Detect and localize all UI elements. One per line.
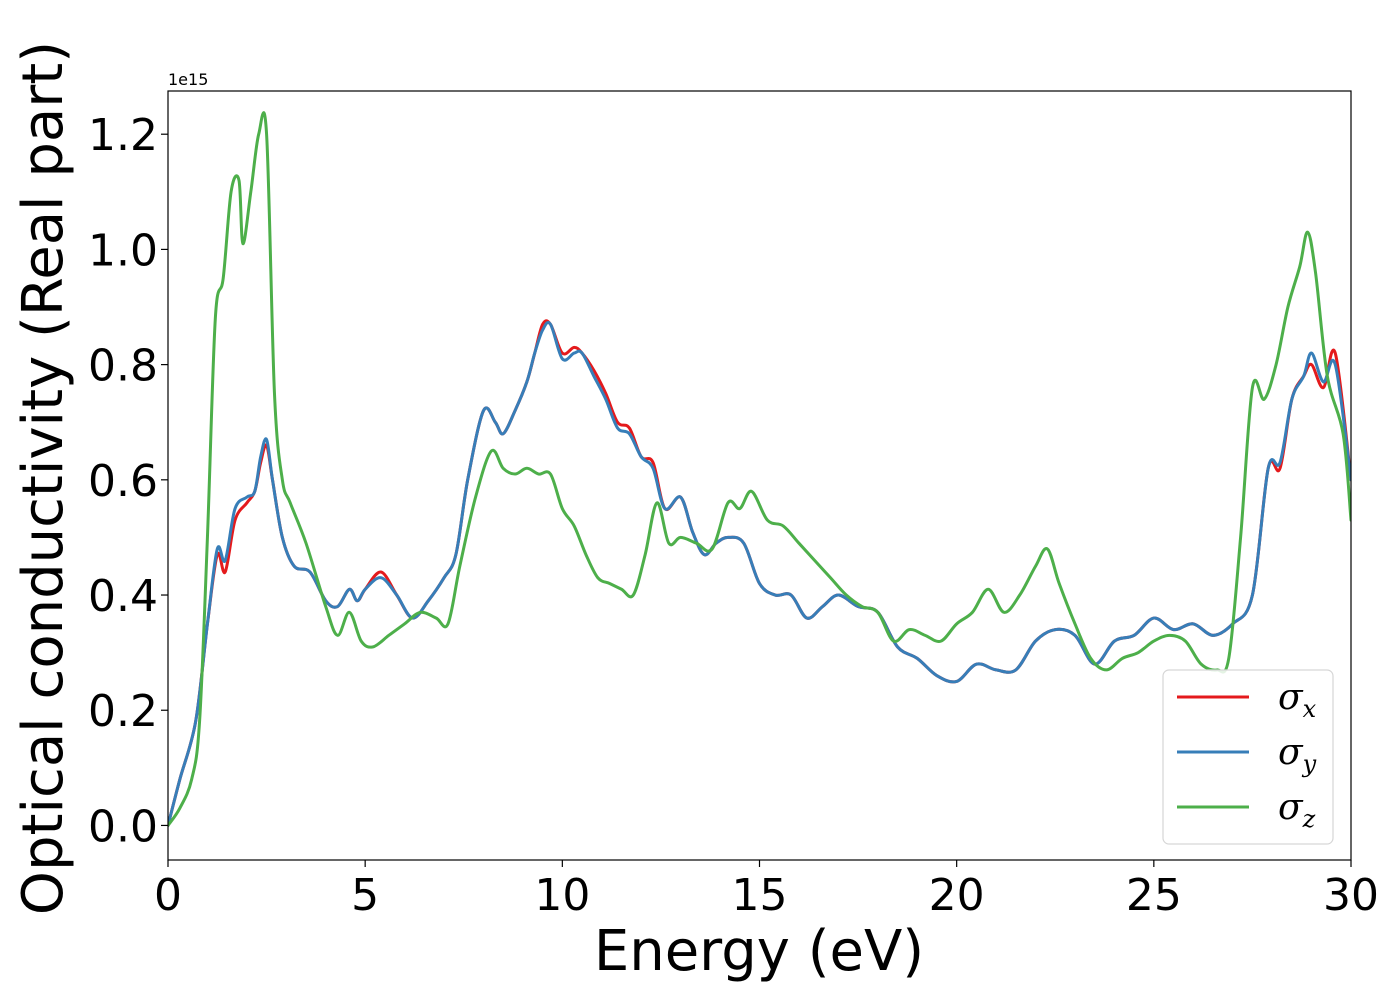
y-tick-label: 0.2 xyxy=(88,686,158,737)
y-offset-label: 1e15 xyxy=(168,70,208,89)
y-tick-label: 0.6 xyxy=(88,456,158,507)
x-tick-label: 20 xyxy=(929,870,985,921)
y-tick-label: 0.0 xyxy=(88,801,158,852)
x-tick-label: 10 xyxy=(534,870,590,921)
plot-area xyxy=(168,91,1351,860)
legend-box xyxy=(1162,669,1334,845)
y-tick-label: 1.0 xyxy=(88,225,158,276)
x-axis-title: Energy (eV) xyxy=(594,919,924,984)
y-axis-title: Optical conductivity (Real part) xyxy=(11,41,76,915)
y-axis-ticks: 0.0 0.2 0.4 0.6 0.8 1.0 1.2 xyxy=(88,110,168,852)
x-tick-label: 5 xyxy=(351,870,379,921)
x-tick-label: 30 xyxy=(1323,870,1379,921)
series-line-y xyxy=(168,320,1351,827)
series-layer xyxy=(168,111,1351,827)
x-tick-label: 0 xyxy=(154,870,182,921)
y-tick-label: 0.4 xyxy=(88,571,158,622)
y-tick-label: 0.8 xyxy=(88,341,158,392)
y-tick-label: 1.2 xyxy=(88,110,158,161)
x-axis-ticks: 0 5 10 15 20 25 30 xyxy=(154,860,1379,921)
series-line-z xyxy=(168,111,1351,827)
x-tick-label: 25 xyxy=(1126,870,1182,921)
x-tick-label: 15 xyxy=(732,870,788,921)
